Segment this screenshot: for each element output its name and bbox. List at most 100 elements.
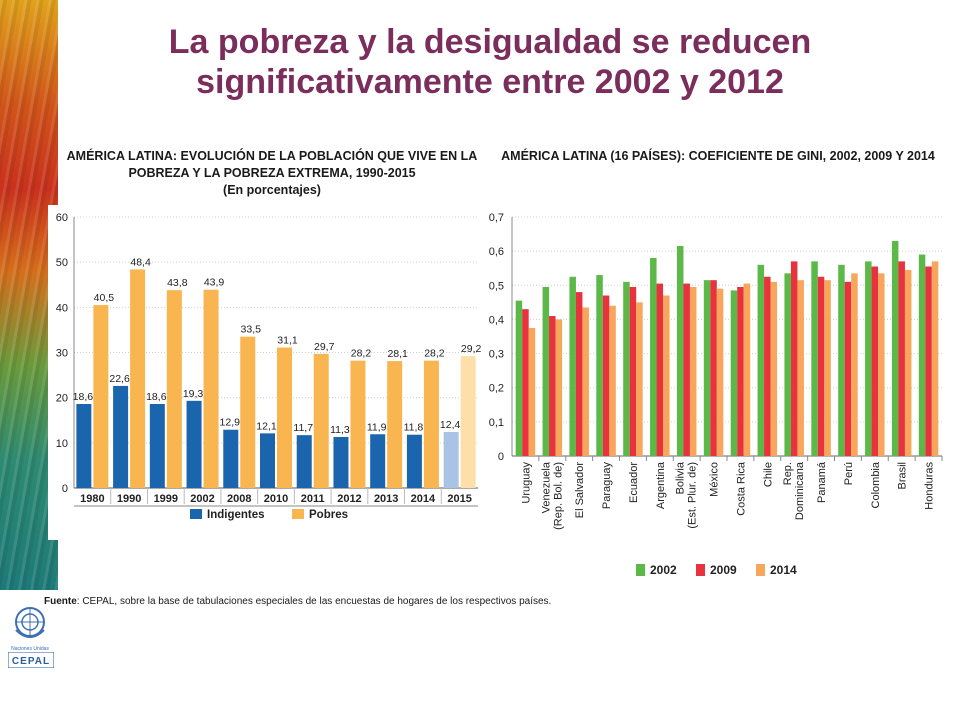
y-tick-label: 30 (56, 348, 68, 360)
bar-el-salvador-2014 (582, 307, 589, 456)
data-label: 19,3 (183, 388, 204, 400)
bar-uruguay-2014 (528, 327, 536, 456)
legend-swatch-2002 (636, 564, 645, 576)
left-chart-title-text: AMÉRICA LATINA: EVOLUCIÓN DE LA POBLACIÓ… (66, 149, 478, 180)
y-tick-label: 0 (62, 483, 68, 495)
x-tick-label: 1980 (80, 493, 104, 505)
x-tick-label-bolivia: Bolivia(Est. Plur. de) (675, 461, 699, 529)
x-tick-label-chile: Chile (762, 462, 774, 487)
x-tick-label-el-salvador: El Salvador (574, 462, 586, 519)
data-label: 18,6 (73, 391, 94, 403)
x-tick-label-venezuela: Venezuela(Rep. Bol. de) (540, 461, 564, 530)
y-tick-label: 0,2 (489, 383, 504, 395)
bar-rep--2009 (790, 261, 798, 456)
bar-venezuela-2014 (555, 319, 563, 456)
bar-per--2009 (844, 281, 852, 456)
data-label: 40,5 (94, 292, 115, 304)
bar-ecuador-2002 (623, 281, 630, 456)
bar-bolivia-2014 (689, 286, 697, 456)
bar-pobres-2011 (313, 353, 329, 488)
bar-rep--2002 (784, 273, 791, 456)
bar-colombia-2009 (871, 266, 879, 456)
data-label: 18,6 (146, 391, 167, 403)
y-tick-label: 0,6 (489, 246, 504, 258)
bar-el-salvador-2002 (569, 276, 576, 456)
x-tick-label-honduras: Honduras (924, 462, 936, 510)
bar-rep--2014 (797, 280, 804, 456)
left-chart-title: AMÉRICA LATINA: EVOLUCIÓN DE LA POBLACIÓ… (62, 148, 482, 204)
bar-brasil-2014 (904, 269, 912, 456)
y-tick-label: 50 (56, 257, 68, 269)
y-tick-label: 40 (56, 302, 68, 314)
bar-indigentes-2013 (370, 434, 386, 488)
x-tick-label-argentina: Argentina (655, 461, 667, 509)
bar-paraguay-2014 (609, 305, 616, 456)
bar-costa-rica-2014 (743, 283, 751, 456)
bar-paraguay-2009 (602, 295, 610, 456)
bar-bolivia-2002 (676, 246, 684, 456)
bar-honduras-2002 (918, 254, 926, 456)
x-tick-label-m-xico: México (709, 462, 721, 497)
legend-swatch-2009 (696, 564, 705, 576)
bar-argentina-2009 (656, 283, 664, 456)
bar-ecuador-2009 (629, 286, 637, 456)
bar-panam--2009 (817, 276, 825, 456)
bar-indigentes-1980 (76, 403, 92, 488)
bar-colombia-2014 (878, 273, 885, 456)
bar-chile-2009 (764, 276, 771, 456)
x-tick-label-uruguay: Uruguay (520, 462, 532, 504)
bar-chile-2002 (757, 264, 765, 456)
bar-pobres-2010 (277, 347, 292, 488)
bar-venezuela-2009 (549, 316, 556, 456)
legend-swatch-pobres (292, 509, 304, 519)
y-tick-label: 60 (56, 212, 68, 224)
legend-label-2002: 2002 (650, 563, 677, 577)
bar-indigentes-2010 (260, 433, 275, 488)
bar-venezuela-2002 (542, 286, 550, 456)
x-tick-label: 2011 (301, 493, 325, 505)
bar-pobres-2012 (350, 360, 366, 488)
bar-uruguay-2009 (522, 309, 529, 456)
x-tick-label: 2015 (447, 493, 471, 505)
x-tick-label: 2012 (337, 493, 361, 505)
bar-m-xico-2009 (710, 280, 717, 456)
un-emblem-icon (15, 607, 45, 638)
bar-indigentes-1999 (149, 403, 165, 488)
x-tick-label-costa-rica: Costa Rica (735, 461, 747, 516)
bar-indigentes-2015 (443, 431, 459, 488)
legend-swatch-indigentes (190, 509, 202, 519)
bar-pobres-1990 (130, 269, 146, 488)
legend-label-2009: 2009 (710, 563, 737, 577)
data-label: 29,7 (314, 341, 335, 353)
bar-bolivia-2009 (683, 283, 690, 456)
bar-indigentes-2012 (333, 436, 349, 488)
bar-costa-rica-2009 (737, 286, 744, 456)
bar-per--2002 (838, 264, 845, 456)
data-label: 11,8 (404, 422, 424, 434)
bar-indigentes-2002 (186, 400, 202, 488)
bar-pobres-1980 (93, 305, 109, 488)
legend-label-pobres: Pobres (309, 509, 348, 521)
bar-pobres-2013 (387, 361, 403, 488)
data-label: 33,5 (241, 324, 262, 336)
x-tick-label-panam-: Panamá (816, 461, 828, 503)
right-chart-title: AMÉRICA LATINA (16 PAÍSES): COEFICIENTE … (501, 149, 935, 163)
data-label: 11,9 (367, 421, 387, 433)
x-tick-label-colombia: Colombia (870, 461, 882, 508)
y-tick-label: 0,7 (489, 212, 504, 224)
x-tick-label-per-: Perú (843, 462, 855, 485)
gini-bar-chart: 0 0,1 0,2 0,3 0,4 0,5 0,6 0,7 Uruguay Venezuela(R… (489, 212, 943, 577)
data-label: 12,9 (220, 417, 241, 429)
data-label: 12,1 (256, 420, 277, 432)
bar-costa-rica-2002 (730, 290, 738, 456)
x-tick-label: 1990 (117, 493, 141, 505)
y-tick-label: 20 (56, 393, 68, 405)
bar-argentina-2002 (650, 257, 657, 456)
data-label: 48,4 (130, 256, 151, 268)
y-tick-label: 0,3 (489, 349, 504, 361)
bar-brasil-2009 (898, 261, 905, 456)
bar-panam--2014 (824, 280, 831, 456)
poverty-bar-chart: 0 10 20 30 40 50 60 18,6 40,5 1980 22,6 48,4 1990 18,… (48, 205, 482, 540)
data-label: 12,4 (440, 419, 461, 431)
un-logo-text: Naciones Unidas (11, 646, 49, 652)
